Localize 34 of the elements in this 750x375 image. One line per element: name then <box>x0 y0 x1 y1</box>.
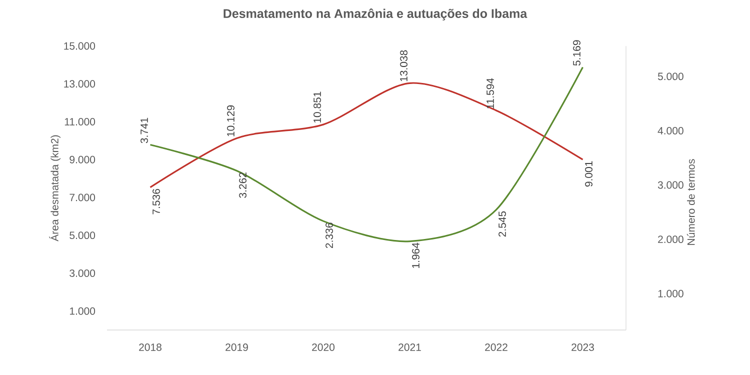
x-tick-label: 2021 <box>398 344 421 351</box>
x-tick-label: 2018 <box>139 344 162 351</box>
data-label: 10.851 <box>314 92 321 123</box>
data-label: 5.169 <box>573 40 580 66</box>
y2-tick-label: 5.000 <box>658 72 684 80</box>
x-tick-label: 2019 <box>226 344 248 351</box>
y2-axis-title: Número de termos <box>686 159 695 245</box>
data-label: 11.594 <box>486 78 494 108</box>
y-tick-label: 13.000 <box>64 80 96 88</box>
data-label: 1.964 <box>412 242 420 268</box>
y2-tick-label: 1.000 <box>658 290 684 298</box>
y-tick-label: 11.000 <box>64 118 96 126</box>
y2-tick-label: 3.000 <box>658 181 684 189</box>
y-tick-label: 1.000 <box>70 307 96 315</box>
y-axis-title: Área desmatada (km2) <box>49 135 60 242</box>
x-tick-label: 2020 <box>312 344 335 351</box>
data-label: 10.129 <box>227 105 234 136</box>
data-label: 13.038 <box>400 50 408 82</box>
y-tick-label: 3.000 <box>70 269 96 277</box>
y2-tick-label: 2.000 <box>658 236 684 244</box>
y-tick-label: 15.000 <box>64 42 96 50</box>
y2-tick-label: 4.000 <box>658 127 684 134</box>
data-label: 2.545 <box>498 211 506 237</box>
data-label: 2.336 <box>326 222 333 248</box>
chart-title: Desmatamento na Amazônia e autuações do Ibama <box>224 8 528 20</box>
y-tick-label: 7.000 <box>70 194 96 202</box>
x-tick-label: 2023 <box>572 344 594 351</box>
y-tick-label: 5.000 <box>70 232 96 240</box>
x-tick-label: 2022 <box>485 344 508 351</box>
data-label: 3.262 <box>239 172 246 198</box>
y-tick-label: 9.000 <box>70 156 96 164</box>
data-label: 7.536 <box>152 188 160 214</box>
data-label: 9.001 <box>585 161 592 187</box>
data-label: 3.741 <box>140 118 148 144</box>
